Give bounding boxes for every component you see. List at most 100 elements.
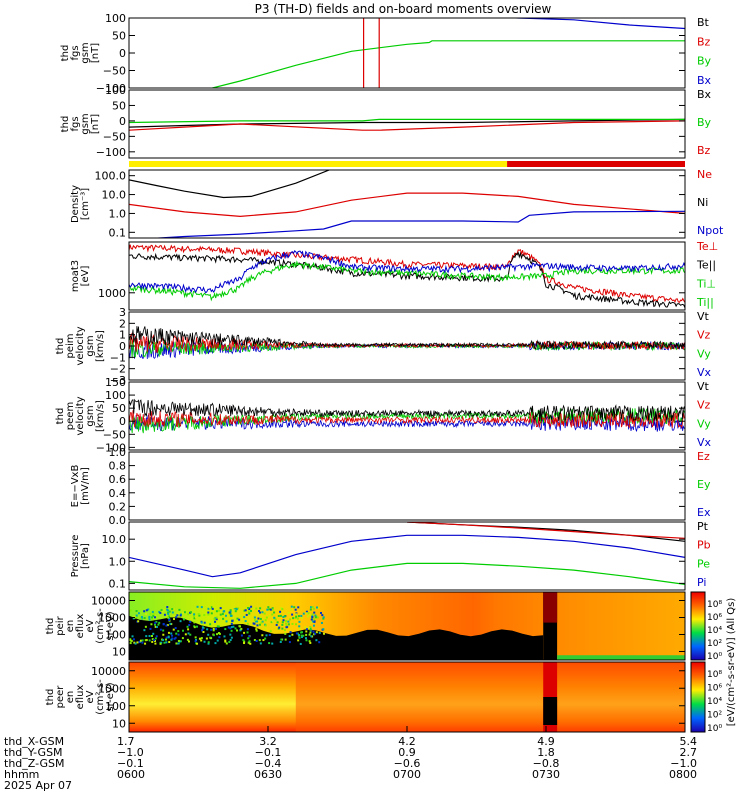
legend-vi: Vz (697, 329, 711, 342)
legend-vi: Vy (697, 347, 711, 360)
ytick-efield: 0.4 (109, 487, 127, 500)
legend-fgs_dsl: Bx (697, 88, 712, 101)
ylabel-peir: en (65, 620, 76, 633)
xtick-x-gsm: 4.9 (537, 735, 555, 748)
legend-vi: Vx (697, 366, 712, 379)
panel-peer-data (129, 662, 685, 732)
panel-fgs-data (212, 18, 685, 88)
ytick-fgs_dsl: −100 (96, 146, 126, 159)
colorbar-tick: 10⁶ (707, 684, 722, 694)
ylabel-density: Density (70, 185, 81, 223)
ytick-peir: 100 (105, 629, 126, 642)
legend-fgs: Bx (697, 74, 712, 87)
legend-efield: Ex (697, 506, 711, 519)
series-fgs_dsl-Bz (129, 120, 685, 131)
colorbar-tick: 10² (707, 639, 722, 649)
legend-density: Npot (697, 224, 724, 237)
panel-pressure-frame (128, 521, 686, 591)
xtick-y-gsm: 1.8 (537, 746, 555, 759)
ylabel-peir: eflux (75, 614, 86, 639)
legend-pressure: Pe (697, 557, 710, 570)
xtick-hhmm: 0800 (669, 768, 697, 781)
legend-ve: Vz (697, 399, 711, 412)
ytick-vi: 1 (119, 329, 126, 342)
legend-efield: Ez (697, 450, 710, 463)
ytick-fgs_dsl: 100 (105, 84, 126, 97)
series-density-Npot (149, 210, 685, 238)
ylabel-peer: thd (45, 689, 56, 706)
ytick-density: 10.0 (102, 189, 127, 202)
ytick-ve: 100 (105, 389, 126, 402)
ylabel-fgs_dsl: thd (60, 116, 71, 133)
series-fgs_dsl-Bx (129, 118, 685, 128)
ylabel-peer: (cm²-s- (95, 679, 106, 715)
xaxis-row-label: thd_X-GSM (4, 735, 64, 748)
legend-fgs_dsl: By (697, 116, 712, 129)
ytick-efield: 1.0 (109, 446, 127, 459)
colorbar-label: [eV/(cm²-s-sr-eV)] (All Qs) (726, 598, 737, 727)
ylabel-ve: velocity (75, 396, 86, 435)
ylabel-efield: E=−VxB (70, 465, 81, 508)
ytick-fgs: 50 (112, 30, 126, 43)
ytick-peer: 100 (105, 700, 126, 713)
ylabel-peir: eV (85, 619, 96, 632)
xtick-hhmm: 0700 (393, 768, 421, 781)
ylabel-ve: gsm (85, 405, 96, 426)
colorbar-tick: 10⁸ (707, 600, 722, 610)
colorbar-tick: 10⁰ (707, 724, 722, 734)
mode-bar-fast (507, 161, 685, 167)
legend-fgs: By (697, 55, 712, 68)
legend-temperature: Te|| (696, 259, 716, 272)
ytick-fgs: −50 (103, 65, 126, 78)
legend-fgs: Bt (697, 16, 710, 29)
xaxis-row-label: thd_Z-GSM (4, 757, 64, 770)
ytick-vi: 2 (119, 317, 126, 330)
ylabel-ve: [km/s] (95, 400, 106, 432)
series-temperature-Te⊥ (129, 244, 685, 303)
ylabel-ve: peem (65, 402, 76, 430)
xtick-z-gsm: −0.8 (533, 757, 560, 770)
series-ve-Vz (129, 410, 685, 429)
ytick-ve: −100 (96, 441, 126, 454)
ylabel-peer: en (65, 691, 76, 704)
ytick-vi: −3 (110, 374, 126, 387)
colorbar-tick: 10⁸ (707, 670, 722, 680)
ylabel-temperature: [eV] (80, 266, 91, 287)
xtick-z-gsm: −0.6 (394, 757, 421, 770)
series-fgs-By (212, 40, 685, 88)
panel-pressure-data (129, 522, 685, 589)
colorbar-tick: 10⁴ (707, 697, 722, 707)
series-temperature-Ti|| (129, 249, 685, 294)
panel-temperature-frame (128, 241, 686, 311)
ytick-peer: 10000 (91, 665, 126, 678)
series-pressure-Pe (129, 562, 685, 589)
series-density-Ni (129, 170, 330, 199)
ylabel-vi: [km/s] (95, 330, 106, 362)
legend-ve: Vy (697, 417, 711, 430)
ylabel-peer: eflux (75, 685, 86, 710)
legend-pressure: Pt (697, 520, 709, 533)
ytick-vi: −1 (110, 351, 126, 364)
xtick-z-gsm: −0.1 (117, 757, 144, 770)
xtick-y-gsm: −1.0 (117, 746, 144, 759)
ytick-peir: 1000 (98, 612, 126, 625)
colorbar-upper (690, 591, 706, 661)
xtick-x-gsm: 3.2 (259, 735, 277, 748)
legend-ve: Vx (697, 436, 712, 449)
ytick-fgs_dsl: −50 (103, 130, 126, 143)
panel-density-data (129, 170, 685, 238)
legend-pressure: Pb (697, 539, 711, 552)
legend-temperature: Ti|| (696, 296, 714, 309)
ytick-efield: 0.2 (109, 500, 127, 513)
panel-peir-data (129, 592, 685, 660)
ytick-peer: 10 (112, 717, 126, 730)
legend-fgs_dsl: Bz (697, 144, 711, 157)
ylabel-ve: thd (55, 408, 66, 425)
legend-vi: Vt (697, 310, 710, 323)
series-fgs_dsl-By (129, 118, 685, 124)
mode-bar-slow (129, 161, 508, 167)
xtick-z-gsm: −0.4 (255, 757, 282, 770)
ytick-vi: 3 (119, 306, 126, 319)
legend-density: Ne (697, 168, 712, 181)
ylabel-vi: velocity (75, 326, 86, 365)
